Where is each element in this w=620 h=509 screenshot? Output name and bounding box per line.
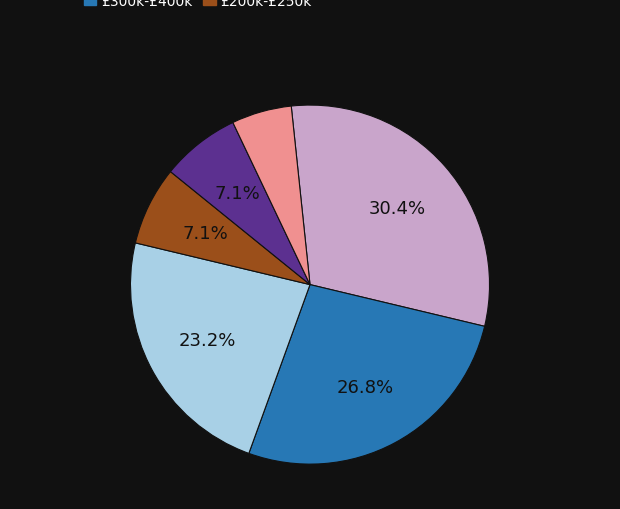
Legend: £400k-£500k, £300k-£400k, £250k-£300k, £200k-£250k, £500k-£750k, £750k-£1M: £400k-£500k, £300k-£400k, £250k-£300k, £… (80, 0, 540, 13)
Text: 30.4%: 30.4% (369, 199, 427, 217)
Wedge shape (130, 243, 310, 454)
Wedge shape (170, 123, 310, 285)
Text: 7.1%: 7.1% (215, 185, 260, 203)
Wedge shape (249, 285, 485, 464)
Text: 7.1%: 7.1% (182, 224, 228, 243)
Wedge shape (291, 106, 490, 327)
Text: 26.8%: 26.8% (337, 379, 394, 397)
Wedge shape (135, 172, 310, 285)
Text: 23.2%: 23.2% (179, 331, 236, 349)
Wedge shape (233, 107, 310, 285)
